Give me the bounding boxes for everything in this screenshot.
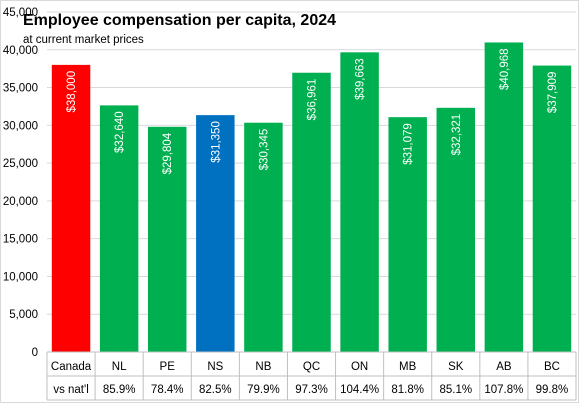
x-category-label: AB — [496, 361, 512, 373]
bar — [340, 52, 379, 352]
bar — [484, 42, 524, 353]
x-category-label: NL — [112, 361, 127, 373]
bar-value-label: $31,079 — [403, 123, 415, 165]
x-category-label: BC — [544, 361, 560, 373]
y-tick-label: 0 — [32, 347, 38, 359]
table-cell: 97.3% — [295, 384, 328, 396]
y-tick-label: 35,000 — [3, 83, 38, 95]
bar — [196, 115, 235, 352]
table-cell: 78.4% — [151, 384, 184, 396]
x-category-label: NB — [255, 361, 271, 373]
x-category-label: MB — [399, 361, 417, 373]
bar-value-label: $37,909 — [547, 72, 559, 114]
category-table: Canada NL PE NS NB QC ON MB SK AB BC 85.9% 78.4% 82.5… — [46, 351, 577, 401]
bar-value-label: $38,000 — [66, 71, 78, 113]
bar — [292, 72, 331, 353]
bar-value-label: $39,663 — [355, 58, 367, 100]
bar — [51, 64, 91, 352]
x-category-label: NS — [207, 361, 223, 373]
table-cell: 107.8% — [484, 384, 523, 396]
x-category-label: SK — [448, 361, 464, 373]
y-tick-label: 15,000 — [3, 234, 38, 246]
bar-value-label: $40,968 — [499, 48, 511, 90]
table-cell: 99.8% — [536, 384, 569, 396]
bar — [147, 126, 187, 352]
x-category-label: QC — [303, 361, 320, 373]
bar — [436, 107, 476, 352]
table-cell: 104.4% — [340, 384, 379, 396]
y-tick-label: 25,000 — [3, 158, 38, 170]
y-tick-label: 5,000 — [9, 309, 38, 321]
bar-value-label: $32,321 — [451, 114, 463, 156]
bar — [244, 122, 283, 352]
bar-value-label: $31,350 — [210, 121, 222, 163]
chart-subtitle: at current market prices — [23, 34, 144, 46]
y-tick-label: 20,000 — [3, 196, 38, 208]
table-cell: 85.9% — [103, 384, 136, 396]
table-cell: 82.5% — [199, 384, 232, 396]
bar-value-label: $36,961 — [307, 79, 319, 121]
table-cell: 85.1% — [439, 384, 472, 396]
x-category-label: PE — [160, 361, 176, 373]
bar-value-label: $29,804 — [162, 132, 174, 174]
x-category-label: ON — [351, 361, 368, 373]
bar-value-label: $30,345 — [258, 129, 270, 171]
bar — [99, 105, 139, 353]
y-tick-label: 10,000 — [3, 271, 38, 283]
y-tick-label: 40,000 — [3, 45, 38, 57]
bar — [532, 65, 572, 352]
y-axis-ticks: 0 5,000 10,000 15,000 20,000 25,000 30,000 35,0… — [3, 7, 38, 359]
bars: $38,000 $32,640 $29,804 $31,350 $30,345 $36,9… — [51, 42, 572, 353]
x-category-label: Canada — [51, 361, 92, 373]
y-tick-label: 45,000 — [3, 7, 38, 19]
chart-title: Employee compensation per capita, 2024 — [23, 12, 336, 29]
table-row-label: vs nat'l — [53, 384, 88, 396]
table-cell: 79.9% — [247, 384, 280, 396]
y-tick-label: 30,000 — [3, 120, 38, 132]
bar — [388, 117, 427, 353]
bar-value-label: $32,640 — [114, 111, 126, 153]
table-cell: 81.8% — [391, 384, 424, 396]
